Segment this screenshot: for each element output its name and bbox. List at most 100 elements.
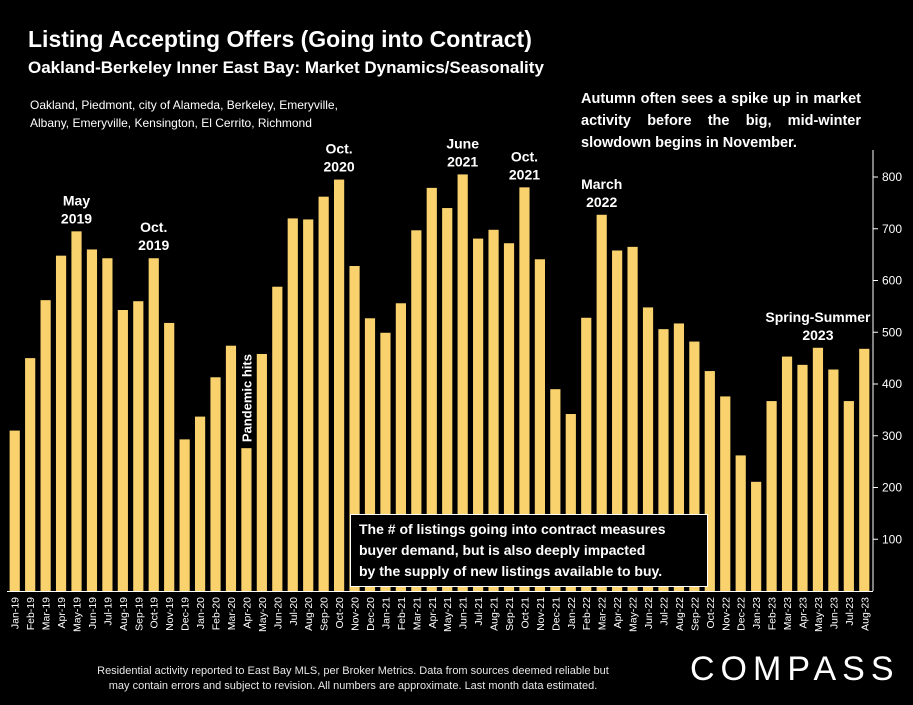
- bar: [642, 307, 654, 591]
- bar: [735, 455, 746, 591]
- annotation-label: Oct.: [325, 141, 352, 157]
- x-tick-label: Jul-22: [658, 597, 670, 626]
- x-tick-label: Sep-19: [133, 597, 145, 631]
- bar: [349, 266, 360, 591]
- bar: [565, 414, 576, 591]
- annotation-label: Oct.: [140, 219, 167, 235]
- bar: [627, 246, 638, 592]
- demand-note-line-1: The # of listings going into contract me…: [359, 521, 666, 537]
- annotation-label: Spring-Summer: [765, 309, 871, 325]
- bar: [86, 249, 98, 591]
- x-tick-label: Feb-19: [25, 597, 37, 630]
- chart-title: Listing Accepting Offers (Going into Con…: [28, 26, 532, 52]
- bar: [612, 250, 623, 592]
- bar: [843, 401, 854, 591]
- bar: [71, 231, 82, 591]
- bar: [781, 356, 793, 591]
- bar: [287, 218, 298, 591]
- annotation-label: June: [446, 135, 479, 151]
- x-tick-label: Feb-22: [581, 597, 593, 630]
- y-tick-label: 500: [882, 325, 902, 339]
- x-tick-label: Jan-23: [751, 597, 763, 629]
- x-tick-label: May-21: [442, 597, 454, 632]
- x-tick-label: Jun-23: [828, 597, 840, 629]
- area-note-line-2: Albany, Emeryville, Kensington, El Cerri…: [30, 116, 312, 130]
- x-tick-label: Nov-22: [720, 597, 732, 631]
- bar: [812, 347, 824, 591]
- bar: [318, 196, 329, 592]
- bar: [395, 303, 406, 591]
- bar: [334, 179, 345, 591]
- x-tick-label: Apr-20: [241, 597, 253, 629]
- bar: [704, 371, 715, 591]
- x-tick-label: Jan-22: [566, 597, 578, 629]
- bar: [442, 208, 453, 592]
- x-tick-label: Feb-20: [211, 597, 223, 630]
- x-tick-label: Aug-20: [303, 597, 315, 631]
- annotation-label: 2020: [324, 159, 355, 175]
- bar: [55, 255, 67, 591]
- x-tick-label: Jul-19: [102, 597, 114, 626]
- annotation-label: 2021: [447, 153, 478, 169]
- compass-logo: COMPASS: [690, 650, 900, 688]
- bar: [210, 377, 221, 591]
- x-tick-label: Jun-22: [643, 597, 655, 629]
- annotation-label: 2021: [509, 166, 540, 182]
- x-tick-label: Apr-22: [612, 597, 624, 629]
- bar: [272, 286, 283, 591]
- demand-note-line-3: by the supply of new listings available …: [359, 563, 663, 579]
- bar: [411, 230, 422, 592]
- x-tick-label: Mar-19: [41, 597, 53, 630]
- x-tick-label: Dec-19: [180, 597, 192, 631]
- x-tick-label: Dec-22: [736, 597, 748, 631]
- footer-disclaimer: Residential activity reported to East Ba…: [58, 664, 648, 694]
- x-tick-label: Mar-23: [782, 597, 794, 630]
- x-tick-label: Sep-21: [504, 597, 516, 631]
- bar: [225, 345, 237, 591]
- x-tick-label: Apr-19: [56, 597, 68, 629]
- x-tick-label: Jul-21: [473, 597, 485, 626]
- bar: [519, 187, 530, 591]
- annotation-label: Pandemic hits: [239, 354, 254, 442]
- x-tick-label: May-20: [257, 597, 269, 632]
- x-tick-label: Jul-23: [844, 597, 856, 626]
- x-tick-label: May-23: [813, 597, 825, 632]
- bar: [364, 318, 376, 591]
- x-tick-label: Dec-20: [365, 597, 377, 631]
- x-tick-label: Apr-21: [427, 597, 439, 629]
- bar: [720, 396, 731, 591]
- bar: [179, 439, 190, 591]
- x-tick-label: Jun-20: [272, 597, 284, 629]
- bar: [40, 300, 51, 591]
- autumn-annotation: Autumn often sees a spike up in market a…: [581, 91, 861, 151]
- footer-line-2: may contain errors and subject to revisi…: [108, 680, 598, 692]
- bar: [473, 238, 484, 591]
- bar: [766, 401, 777, 591]
- bar: [457, 174, 468, 591]
- annotation-label: 2022: [586, 194, 617, 210]
- bar: [164, 322, 175, 591]
- annotation-label: 2019: [138, 237, 169, 253]
- x-tick-label: Jan-20: [195, 597, 207, 629]
- x-tick-label: Jun-19: [87, 597, 99, 629]
- area-note: Oakland, Piedmont, city of Alameda, Berk…: [30, 96, 338, 132]
- x-tick-label: Jul-20: [288, 597, 300, 626]
- annotation-label: 2023: [802, 327, 833, 343]
- x-tick-label: Sep-20: [319, 597, 331, 631]
- x-tick-label: Aug-23: [859, 597, 871, 631]
- area-note-line-1: Oakland, Piedmont, city of Alameda, Berk…: [30, 98, 338, 112]
- bar: [380, 332, 391, 591]
- y-tick-label: 400: [882, 377, 902, 391]
- x-tick-label: Mar-20: [226, 597, 238, 630]
- x-tick-label: Apr-23: [797, 597, 809, 629]
- x-tick-label: May-22: [628, 597, 640, 632]
- x-tick-label: Oct-21: [519, 597, 531, 629]
- bar: [194, 416, 206, 591]
- x-tick-label: Oct-20: [334, 597, 346, 629]
- bar: [658, 329, 669, 591]
- annotation-label: May: [63, 192, 90, 208]
- y-tick-label: 200: [882, 481, 902, 495]
- annotation-label: Oct.: [511, 148, 538, 164]
- x-tick-label: Aug-21: [489, 597, 501, 631]
